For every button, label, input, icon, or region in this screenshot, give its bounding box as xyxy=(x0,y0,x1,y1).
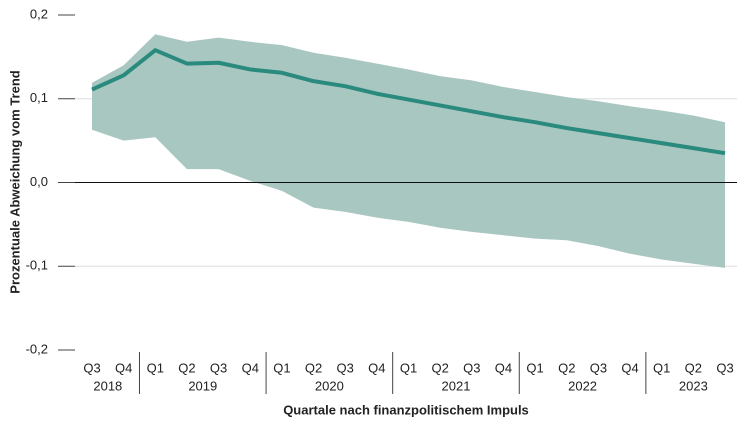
confidence-band xyxy=(92,34,725,268)
x-tick-label: Q1 xyxy=(147,360,164,375)
x-tick-label: Q1 xyxy=(400,360,417,375)
x-group-label: 2020 xyxy=(315,378,344,393)
x-tick-label: Q3 xyxy=(83,360,100,375)
x-tick-label: Q4 xyxy=(115,360,132,375)
x-axis-label: Quartale nach finanzpolitischem Impuls xyxy=(283,402,529,417)
x-tick-label: Q3 xyxy=(337,360,354,375)
x-tick-label: Q2 xyxy=(305,360,322,375)
x-tick-label: Q4 xyxy=(621,360,638,375)
line xyxy=(91,48,726,156)
x-tick-label: Q3 xyxy=(716,360,733,375)
x-tick-label: Q2 xyxy=(178,360,195,375)
x-tick-label: Q1 xyxy=(653,360,670,375)
x-tick-label: Q4 xyxy=(242,360,259,375)
y-tick-label: -0,1 xyxy=(26,258,48,273)
x-group-label: 2022 xyxy=(568,378,597,393)
x-group-label: 2023 xyxy=(679,378,708,393)
x-tick-label: Q1 xyxy=(526,360,543,375)
x-group-label: 2019 xyxy=(188,378,217,393)
x-tick-label: Q2 xyxy=(685,360,702,375)
x-tick-label: Q4 xyxy=(495,360,512,375)
x-tick-label: Q3 xyxy=(210,360,227,375)
y-tick-label: -0,2 xyxy=(26,341,48,356)
x-group-label: 2018 xyxy=(93,378,122,393)
y-tick-label: 0,2 xyxy=(30,6,48,21)
x-tick-label: Q3 xyxy=(590,360,607,375)
x-tick-label: Q4 xyxy=(368,360,385,375)
x-tick-label: Q1 xyxy=(273,360,290,375)
x-tick-label: Q3 xyxy=(463,360,480,375)
y-axis-label: Prozentuale Abweichung vom Trend xyxy=(7,70,22,293)
x-tick-label: Q2 xyxy=(431,360,448,375)
y-tick-label: 0,0 xyxy=(30,174,48,189)
y-tick-label: 0,1 xyxy=(30,90,48,105)
x-group-label: 2021 xyxy=(442,378,471,393)
x-tick-label: Q2 xyxy=(558,360,575,375)
